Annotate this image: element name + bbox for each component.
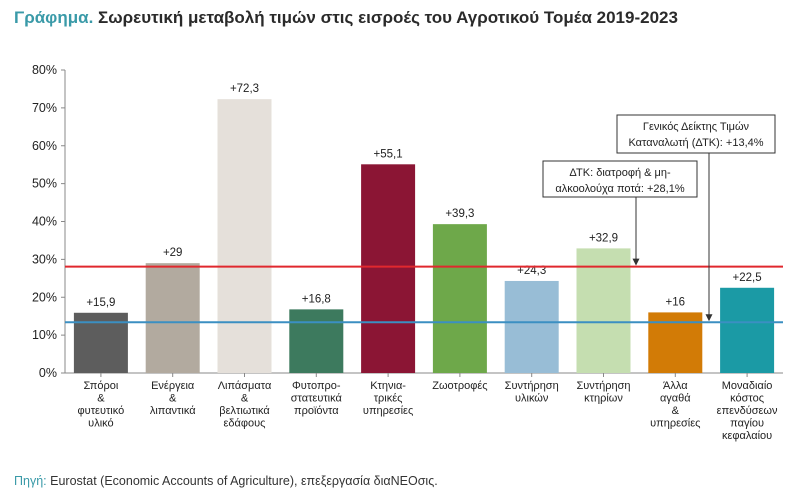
y-tick-label: 70%: [32, 101, 57, 115]
bar: [145, 263, 200, 373]
category-label: κεφαλαίου: [722, 430, 772, 442]
category-label: Μοναδιαίο: [722, 380, 773, 392]
source-prefix: Πηγή:: [14, 474, 47, 488]
category-label: στατευτικά: [291, 393, 343, 405]
data-label: +15,9: [86, 297, 115, 309]
category-label: υπηρεσίες: [363, 405, 413, 417]
annotation-general-cpi-text: Καταναλωτή (ΔΤΚ): +13,4%: [628, 137, 763, 149]
category-label: κτηρίων: [584, 393, 623, 405]
data-label: +16: [666, 296, 686, 308]
title-prefix: Γράφημα.: [14, 8, 94, 27]
category-label: επενδύσεων: [717, 405, 778, 417]
data-label: +55,1: [374, 148, 403, 160]
category-label: Λιπάσματα: [218, 380, 272, 392]
category-label: Κτηνια-: [370, 380, 406, 392]
data-label: +32,9: [589, 232, 618, 244]
annotation-general-cpi-arrow-head: [705, 314, 713, 322]
bar-chart: 0%10%20%30%40%50%60%70%80%+15,9Σπόροι&φυ…: [32, 63, 783, 442]
category-label: εδάφους: [224, 418, 266, 430]
bar: [289, 309, 344, 373]
category-label: Συντήρηση: [576, 380, 630, 392]
data-label: +16,8: [302, 293, 331, 305]
data-label: +29: [163, 247, 183, 259]
category-label: Σπόροι: [83, 380, 118, 392]
bar: [720, 287, 775, 373]
category-label: τρικές: [374, 393, 403, 405]
bar: [432, 224, 487, 373]
category-label: Ζωοτροφές: [432, 380, 487, 392]
y-tick-label: 30%: [32, 252, 57, 266]
y-tick-label: 40%: [32, 215, 57, 229]
category-label: κόστος: [730, 393, 764, 405]
category-label: υπηρεσίες: [650, 418, 700, 430]
y-tick-label: 0%: [39, 366, 57, 380]
annotation-food-cpi-text: ΔΤΚ: διατροφή & μη-: [569, 167, 671, 179]
source-text: Eurostat (Economic Accounts of Agricultu…: [50, 474, 438, 488]
y-tick-label: 20%: [32, 290, 57, 304]
data-label: +72,3: [230, 83, 259, 95]
category-label: &: [97, 393, 105, 405]
category-label: υλικό: [88, 418, 113, 430]
annotation-food-cpi-text: αλκοολούχα ποτά: +28,1%: [555, 183, 685, 195]
bar: [576, 248, 631, 373]
bar: [361, 164, 416, 373]
source-note: Πηγή: Eurostat (Economic Accounts of Agr…: [14, 474, 438, 488]
category-label: φυτευτικό: [78, 405, 125, 417]
chart-title: Γράφημα. Σωρευτική μεταβολή τιμών στις ε…: [14, 8, 678, 28]
data-label: +39,3: [445, 208, 474, 220]
annotation-food-cpi-box: [542, 160, 698, 198]
category-label: &: [241, 393, 249, 405]
data-label: +24,3: [517, 265, 546, 277]
category-label: Φυτοπρο-: [292, 380, 341, 392]
y-tick-label: 50%: [32, 177, 57, 191]
annotation-general-cpi-box: [616, 114, 776, 154]
category-label: Συντήρηση: [505, 380, 559, 392]
category-label: υλικών: [515, 393, 549, 405]
y-tick-label: 80%: [32, 63, 57, 77]
category-label: Ενέργεια: [151, 380, 195, 392]
category-label: βελτιωτικά: [219, 405, 270, 417]
category-label: &: [169, 393, 177, 405]
category-label: Άλλα: [663, 380, 688, 392]
data-label: +22,5: [733, 272, 762, 284]
category-label: &: [672, 405, 680, 417]
y-tick-label: 10%: [32, 328, 57, 342]
category-label: προϊόντα: [294, 405, 339, 417]
category-label: παγίου: [730, 418, 764, 430]
title-text: Σωρευτική μεταβολή τιμών στις εισροές το…: [98, 8, 678, 27]
annotation-food-cpi-arrow-head: [632, 258, 640, 266]
bar: [217, 99, 272, 373]
bar: [504, 280, 559, 373]
category-label: λιπαντικά: [150, 405, 196, 417]
y-tick-label: 60%: [32, 139, 57, 153]
annotation-general-cpi-text: Γενικός Δείκτης Τιμών: [643, 121, 750, 133]
category-label: αγαθά: [660, 393, 691, 405]
